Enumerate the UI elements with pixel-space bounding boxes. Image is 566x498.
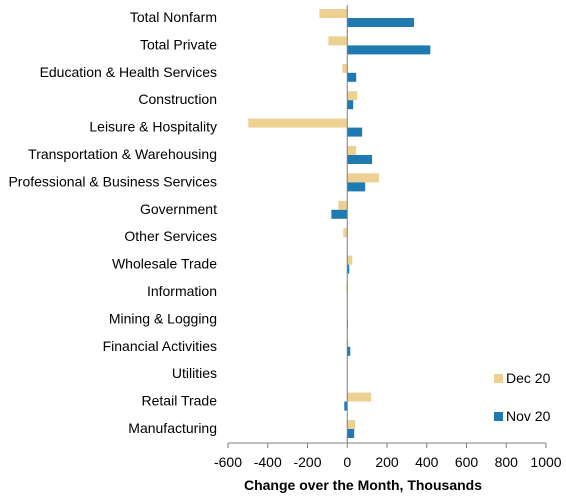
bar-nov-20-transportation-and-warehousing: [347, 155, 373, 164]
bar-dec-20-construction: [347, 91, 358, 101]
x-tick-label: 1000: [530, 454, 561, 470]
category-label-wholesale-trade: Wholesale Trade: [112, 256, 217, 272]
x-tick-label: -200: [293, 454, 321, 470]
bar-dec-20-manufacturing: [347, 420, 356, 429]
x-axis-title: Change over the Month, Thousands: [244, 477, 482, 493]
category-label-leisure-and-hospitality: Leisure & Hospitality: [89, 119, 217, 135]
category-label-construction: Construction: [138, 91, 217, 107]
legend-label-nov-20: Nov 20: [506, 408, 551, 424]
bar-dec-20-total-nonfarm: [319, 9, 348, 18]
x-tick-label: -600: [214, 454, 242, 470]
bar-nov-20-total-nonfarm: [347, 18, 415, 27]
legend-swatch-nov-20: [494, 412, 503, 421]
bar-nov-20-total-private: [347, 45, 431, 55]
bar-nov-20-education-and-health-services: [347, 72, 357, 82]
bar-nov-20-wholesale-trade: [347, 264, 350, 274]
bar-nov-20-leisure-and-hospitality: [347, 127, 363, 137]
category-label-education-and-health-services: Education & Health Services: [40, 64, 217, 80]
legend-label-dec-20: Dec 20: [506, 370, 551, 386]
bar-nov-20-government: [331, 209, 348, 219]
category-labels: Total Nonfarm Total Private Education & He…: [8, 9, 217, 436]
bar-dec-20-total-private: [328, 36, 348, 46]
x-tick-label: 400: [415, 454, 439, 470]
bar-dec-20-retail-trade: [347, 392, 372, 402]
bar-nov-20-financial-activities: [347, 346, 351, 356]
category-label-manufacturing: Manufacturing: [128, 420, 217, 436]
bar-dec-20-government: [338, 200, 348, 210]
category-label-utilities: Utilities: [172, 365, 217, 381]
axes: [227, 5, 547, 448]
x-tick-labels: -600 -400 -200 0 200 400 600 800 1000: [214, 454, 562, 470]
bar-nov-20-construction: [347, 100, 354, 110]
x-tick-label: 0: [343, 454, 351, 470]
category-label-transportation-and-warehousing: Transportation & Warehousing: [28, 146, 217, 162]
x-tick-label: -400: [254, 454, 282, 470]
bar-dec-20-professional-and-business-services: [347, 173, 380, 183]
legend-swatch-dec-20: [494, 374, 503, 383]
x-tick-label: 200: [375, 454, 399, 470]
x-tick-label: 800: [495, 454, 519, 470]
category-label-government: Government: [140, 201, 217, 217]
category-label-total-private: Total Private: [140, 36, 217, 52]
category-label-retail-trade: Retail Trade: [142, 393, 218, 409]
category-label-other-services: Other Services: [124, 228, 217, 244]
x-tick-label: 600: [455, 454, 479, 470]
category-label-information: Information: [147, 283, 217, 299]
bar-dec-20-leisure-and-hospitality: [248, 118, 348, 128]
category-label-total-nonfarm: Total Nonfarm: [130, 9, 217, 25]
category-label-mining-and-logging: Mining & Logging: [109, 310, 217, 326]
category-label-professional-and-business-services: Professional & Business Services: [8, 173, 217, 189]
legend: Dec 20 Nov 20: [494, 370, 551, 424]
bar-dec-20-education-and-health-services: [342, 63, 348, 73]
bar-dec-20-transportation-and-warehousing: [347, 146, 357, 155]
bar-nov-20-retail-trade: [344, 401, 348, 411]
category-label-financial-activities: Financial Activities: [103, 338, 217, 354]
bar-dec-20-other-services: [343, 228, 348, 238]
bar-nov-20-professional-and-business-services: [347, 182, 366, 192]
bar-nov-20-manufacturing: [347, 429, 355, 438]
bar-dec-20-wholesale-trade: [347, 255, 353, 265]
bars: [248, 9, 431, 438]
